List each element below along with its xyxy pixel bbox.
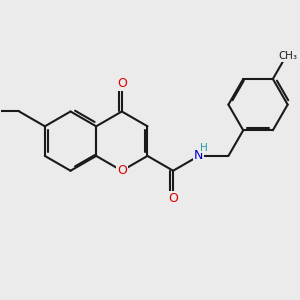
Text: O: O: [117, 164, 127, 177]
Text: O: O: [117, 77, 127, 90]
Text: H: H: [200, 142, 208, 153]
Text: N: N: [194, 149, 203, 162]
Text: O: O: [168, 192, 178, 206]
Text: CH₃: CH₃: [278, 51, 297, 61]
